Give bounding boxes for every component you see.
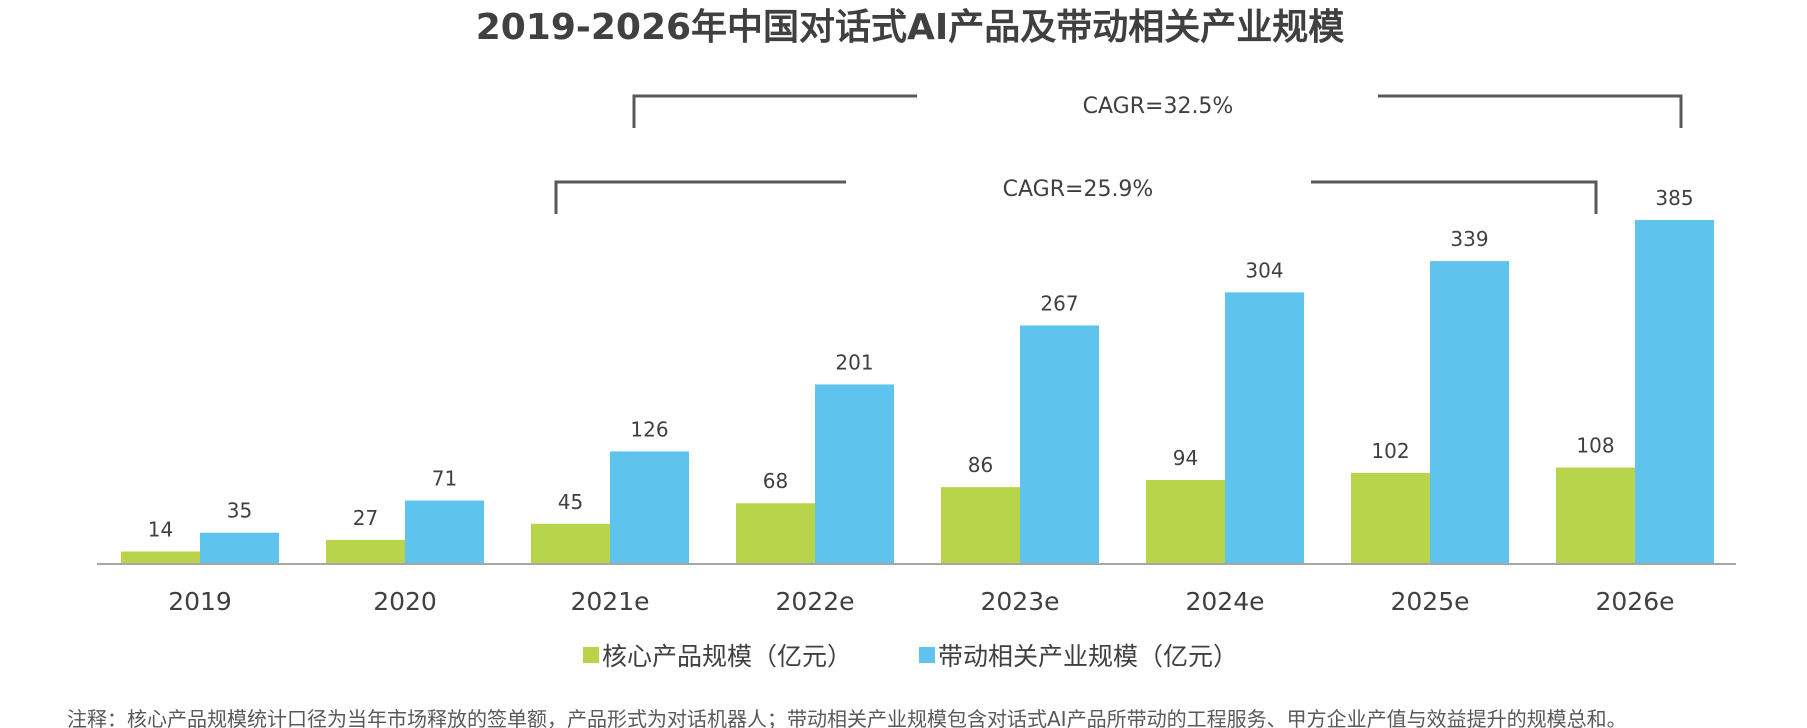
value-label-related-2024e: 304 <box>1245 258 1283 282</box>
chart-title: 2019-2026年中国对话式AI产品及带动相关产业规模 <box>476 7 1345 48</box>
bar-core-2024e <box>1146 480 1225 564</box>
bars <box>121 220 1714 564</box>
x-axis-ticks: 2019 2020 2021e 2022e 2023e 2024e 2025e 2026e <box>168 587 1674 616</box>
value-label-core-2026e: 108 <box>1576 434 1614 458</box>
bar-related-2026e <box>1635 220 1714 564</box>
bar-related-2019 <box>200 532 279 564</box>
bar-core-2020 <box>326 539 405 564</box>
value-label-related-2025e: 339 <box>1450 227 1488 251</box>
value-label-related-2023e: 267 <box>1040 291 1078 315</box>
bar-core-2023e <box>941 487 1020 564</box>
value-label-related-2022e: 201 <box>835 350 873 374</box>
cagr-annotations: CAGR=32.5% CAGR=25.9% <box>554 94 1683 214</box>
value-labels: 14 35 27 71 45 126 68 201 86 267 94 304 102 339 108 385 <box>148 186 1694 541</box>
x-tick-label-2023e: 2023e <box>980 587 1059 616</box>
value-label-core-2024e: 94 <box>1173 446 1198 470</box>
bar-related-2020 <box>405 500 484 564</box>
legend: 核心产品规模（亿元） 带动相关产业规模（亿元） <box>583 642 1238 671</box>
cagr-related-label: CAGR=32.5% <box>1083 94 1234 119</box>
legend-swatch-core <box>583 647 599 663</box>
cagr-core-bracket-left <box>554 180 846 214</box>
bar-core-2025e <box>1351 472 1430 564</box>
bar-related-2021e <box>610 451 689 564</box>
bar-related-2022e <box>815 384 894 564</box>
x-tick-label-2025e: 2025e <box>1390 587 1469 616</box>
value-label-core-2022e: 68 <box>763 469 788 493</box>
bar-related-2024e <box>1225 292 1304 564</box>
cagr-related-bracket-right <box>1378 94 1683 128</box>
legend-label-related: 带动相关产业规模（亿元） <box>938 642 1238 671</box>
bar-core-2021e <box>531 523 610 564</box>
legend-label-core: 核心产品规模（亿元） <box>602 642 852 671</box>
cagr-core-label: CAGR=25.9% <box>1003 177 1154 202</box>
value-label-related-2021e: 126 <box>630 417 668 441</box>
bar-core-2022e <box>736 503 815 564</box>
bar-related-2025e <box>1430 261 1509 564</box>
legend-swatch-related <box>919 647 935 663</box>
value-label-core-2020: 27 <box>353 506 378 530</box>
x-tick-label-2022e: 2022e <box>775 587 854 616</box>
chart-note: 注释：核心产品规模统计口径为当年市场释放的签单额，产品形式为对话机器人；带动相关… <box>67 707 1627 728</box>
x-tick-label-2019: 2019 <box>168 587 232 616</box>
value-label-related-2019: 35 <box>227 499 252 523</box>
bar-related-2023e <box>1020 325 1099 564</box>
x-tick-label-2020: 2020 <box>373 587 437 616</box>
bar-core-2019 <box>121 551 200 564</box>
value-label-core-2019: 14 <box>148 517 173 541</box>
x-tick-label-2026e: 2026e <box>1595 587 1674 616</box>
value-label-related-2020: 71 <box>432 467 457 491</box>
value-label-core-2021e: 45 <box>558 490 583 514</box>
bar-core-2026e <box>1556 467 1635 564</box>
cagr-related-bracket-left <box>632 94 917 128</box>
cagr-core-bracket-right <box>1311 180 1598 214</box>
x-tick-label-2024e: 2024e <box>1185 587 1264 616</box>
value-label-core-2023e: 86 <box>968 453 993 477</box>
value-label-related-2026e: 385 <box>1655 186 1693 210</box>
value-label-core-2025e: 102 <box>1371 439 1409 463</box>
x-tick-label-2021e: 2021e <box>570 587 649 616</box>
